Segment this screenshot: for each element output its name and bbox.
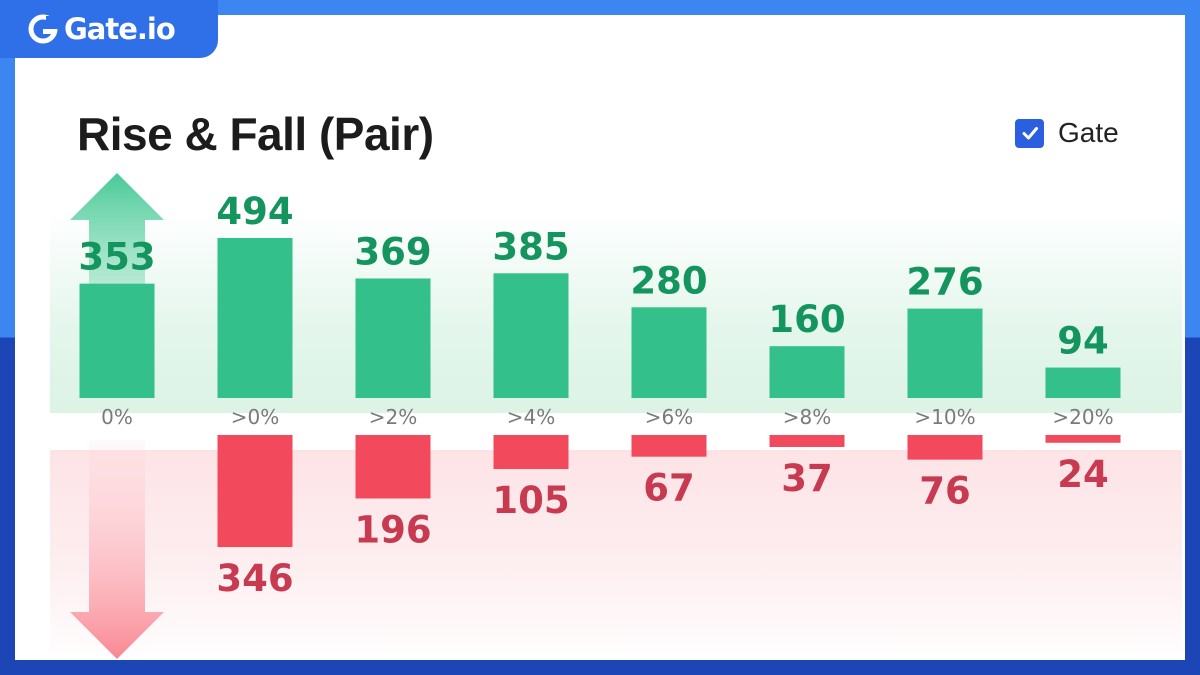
fall-value-label: 76 <box>919 470 971 513</box>
legend-label: Gate <box>1058 117 1119 148</box>
page-title: Rise & Fall (Pair) <box>77 108 434 160</box>
fall-value-label: 37 <box>781 457 833 500</box>
x-tick-label: >8% <box>783 405 832 429</box>
x-tick-label: >20% <box>1052 405 1113 429</box>
fall-value-label: 67 <box>643 467 695 510</box>
checkbox-icon[interactable] <box>1015 118 1044 148</box>
rise-value-label: 160 <box>768 298 845 341</box>
rise-value-label: 94 <box>1057 320 1109 363</box>
fall-bar <box>769 435 845 447</box>
fall-value-label: 346 <box>216 557 293 600</box>
fall-bar <box>1045 435 1121 443</box>
rise-value-label: 494 <box>216 190 293 233</box>
fall-value-label: 105 <box>492 479 569 522</box>
rise-bar <box>907 308 983 398</box>
rise-value-label: 385 <box>492 225 569 268</box>
legend[interactable]: Gate <box>1015 117 1119 149</box>
rise-bar <box>769 346 845 398</box>
brand-name: Gate.io <box>64 12 176 46</box>
fall-bar <box>493 435 569 470</box>
rise-value-label: 276 <box>906 261 983 304</box>
fall-bar <box>217 435 293 548</box>
x-tick-label: >2% <box>369 405 418 429</box>
rise-bar <box>217 238 293 398</box>
chart-card: Rise & Fall (Pair) Gate <box>15 15 1185 660</box>
rise-value-label: 280 <box>630 259 707 302</box>
rise-bar <box>631 307 707 398</box>
fall-bar <box>631 435 707 457</box>
fall-value-label: 24 <box>1057 453 1109 496</box>
x-tick-label: >10% <box>914 405 975 429</box>
gate-logo-icon <box>28 14 58 44</box>
x-tick-label: >6% <box>645 405 694 429</box>
rise-value-label: 369 <box>354 230 431 273</box>
fall-bar <box>907 435 983 460</box>
x-tick-label: >4% <box>507 405 556 429</box>
fall-bar <box>355 435 431 499</box>
fall-arrow-icon <box>70 440 164 659</box>
x-tick-label: 0% <box>101 405 133 429</box>
rise-bar <box>493 273 569 398</box>
x-tick-label: >0% <box>231 405 280 429</box>
rise-bar <box>79 283 155 398</box>
rise-bar <box>1045 367 1121 398</box>
rise-bar <box>355 278 431 398</box>
fall-value-label: 196 <box>354 508 431 551</box>
brand-logo: Gate.io <box>0 0 218 58</box>
rise-value-label: 353 <box>78 236 155 279</box>
